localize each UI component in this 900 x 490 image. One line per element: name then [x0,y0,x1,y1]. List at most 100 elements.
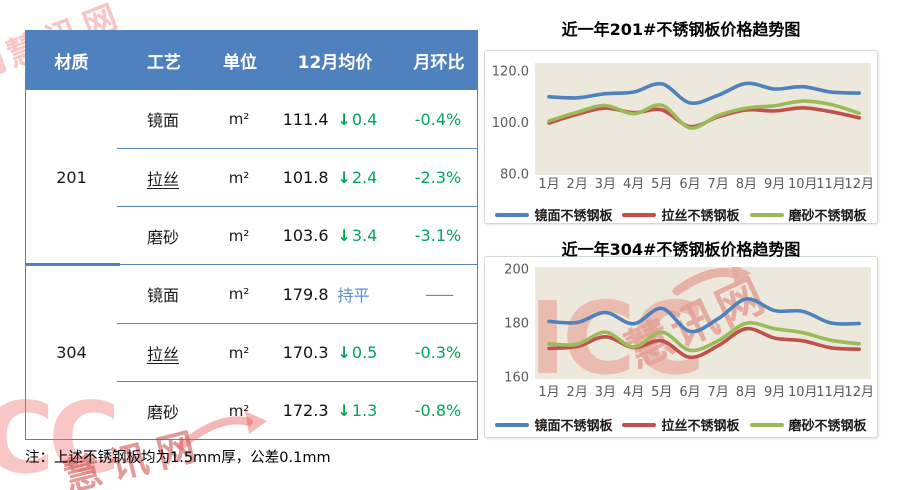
unit-cell: m² [228,168,250,187]
x-tick-label: 8月 [736,385,757,400]
series-line-2 [547,321,861,353]
table-row: 拉丝 m² 170.3 ↓0.5 -0.3% [117,323,477,381]
process-label: 磨砂 [146,227,179,247]
x-tick-label: 9月 [764,177,785,192]
process-cell: 拉丝 [117,166,209,190]
x-tick-label: 10月 [788,385,818,400]
process-label[interactable]: 拉丝 [146,169,179,189]
price-value: 101.8 [282,168,329,187]
process-cell: 镜面 [117,282,209,306]
process-cell: 磨砂 [117,224,209,248]
legend-item-2: 磨砂不锈钢板 [749,415,867,434]
x-tick-label: 4月 [623,177,644,192]
mom-cell: -2.3% [414,168,462,187]
plot-area [535,267,871,379]
x-tick-label: 12月 [844,385,874,400]
price-change: 持平 [337,286,370,305]
down-arrow-icon: ↓ [337,226,351,245]
x-tick-label: 2月 [567,385,588,400]
process-label[interactable]: 拉丝 [146,344,179,364]
price-value: 103.6 [282,226,329,245]
x-tick-label: 1月 [538,177,559,192]
process-label: 镜面 [146,111,179,130]
legend-label: 镜面不锈钢板 [534,209,613,224]
legend-line-swatch [622,422,657,427]
material-cell: 201 [56,167,87,187]
y-tick-label: 120.0 [492,65,529,80]
price-table: 材质 工艺 单位 12月均价 月环比 201 镜面 m² 111.4 ↓0.4 -0.4% 拉丝 m²… [25,30,478,440]
chart-304-legend: 镜面不锈钢板 拉丝不锈钢板 磨砂不锈钢板 [487,415,875,434]
price-cell: 111.4 ↓0.4 [269,110,399,129]
unit-cell: m² [228,226,250,245]
legend-item-1: 拉丝不锈钢板 [622,205,740,224]
down-arrow-icon: ↓ [337,343,351,362]
header-cell-1: 工艺 [147,52,181,73]
price-cell: 103.6 ↓3.4 [269,226,399,245]
material-group-201: 201 镜面 m² 111.4 ↓0.4 -0.4% 拉丝 m² 101.8 ↓2.4 -2.3% 磨… [26,90,477,264]
x-tick-label: 7月 [708,385,729,400]
table-row: 镜面 m² 179.8 持平 —— [117,265,477,323]
series-line-0 [547,81,861,106]
price-cell: 179.8 持平 [269,282,399,306]
legend-line-swatch [495,422,530,427]
y-tick-label: 100.0 [492,116,529,131]
series-line-0 [547,297,861,334]
header-cell-4: 月环比 [413,52,465,73]
mom-cell: -0.8% [414,401,462,420]
chart-201-card: 80.0 100.0 120.0 1月 2月 3月 4月 5月 6月 7月 8月 9月 10月 11月 12… [484,50,878,224]
legend-item-0: 镜面不锈钢板 [495,415,612,434]
header-cell-2: 单位 [223,52,257,73]
legend-line-swatch [749,212,784,217]
price-value: 170.3 [282,343,329,362]
y-tick-label: 80.0 [500,168,529,183]
down-arrow-icon: ↓ [337,109,351,129]
mom-cell: -3.1% [414,226,462,245]
unit-cell: m² [228,110,250,128]
table-row: 拉丝 m² 101.8 ↓2.4 -2.3% [117,148,477,206]
material-cell: 304 [56,342,87,362]
chart-201-title: 近一年201#不锈钢板价格趋势图 [561,20,801,39]
legend-line-swatch [749,422,784,427]
x-tick-label: 5月 [651,177,672,192]
x-tick-label: 4月 [623,385,644,400]
x-tick-label: 8月 [736,177,757,192]
price-cell: 172.3 ↓1.3 [269,401,399,420]
price-change: ↓3.4 [337,226,378,245]
table-header-row: 材质 工艺 单位 12月均价 月环比 [25,30,478,90]
legend-label: 镜面不锈钢板 [534,419,613,434]
chart-304-title: 近一年304#不锈钢板价格趋势图 [561,240,801,259]
x-tick-label: 11月 [816,177,846,192]
material-group-304: 304 镜面 m² 179.8 持平 —— 拉丝 m² 170.3 ↓0.5 -0.3% 磨砂 m² 17… [25,263,477,439]
x-tick-label: 1月 [538,385,559,400]
unit-cell: m² [228,285,250,303]
table-row: 磨砂 m² 103.6 ↓3.4 -3.1% [117,206,477,264]
series-line-1 [547,326,861,360]
x-tick-label: 12月 [844,177,874,192]
legend-label: 拉丝不锈钢板 [661,419,740,434]
series-line-2 [547,99,861,130]
table-row: 镜面 m² 111.4 ↓0.4 -0.4% [117,90,477,148]
process-cell: 磨砂 [117,399,209,423]
material-rows: 镜面 m² 179.8 持平 —— 拉丝 m² 170.3 ↓0.5 -0.3% 磨砂 m² 172.3… [117,265,477,439]
x-tick-label: 2月 [567,177,588,192]
x-tick-label: 3月 [595,385,616,400]
price-change: ↓0.5 [337,343,378,362]
process-cell: 镜面 [117,107,209,131]
chart-304-card: ICC 慧讯网 160 180 200 1月 2月 3月 4月 5月 6月 7月 8月 9月 10月 11月 1… [484,256,878,438]
price-cell: 101.8 ↓2.4 [269,168,399,187]
price-value: 111.4 [282,109,329,129]
x-tick-label: 3月 [595,177,616,192]
material-rows: 镜面 m² 111.4 ↓0.4 -0.4% 拉丝 m² 101.8 ↓2.4 -2.3% 磨砂 m²… [117,90,477,264]
chart-201-legend: 镜面不锈钢板 拉丝不锈钢板 磨砂不锈钢板 [487,205,875,224]
legend-label: 拉丝不锈钢板 [661,209,740,224]
legend-label: 磨砂不锈钢板 [788,209,867,224]
legend-label: 磨砂不锈钢板 [788,419,867,434]
price-change: ↓1.3 [337,401,378,420]
x-tick-label: 10月 [788,177,818,192]
x-tick-label: 11月 [816,385,846,400]
y-tick-label: 180 [504,317,529,332]
process-label: 镜面 [146,286,179,305]
down-arrow-icon: ↓ [337,168,351,187]
x-tick-label: 9月 [764,385,785,400]
